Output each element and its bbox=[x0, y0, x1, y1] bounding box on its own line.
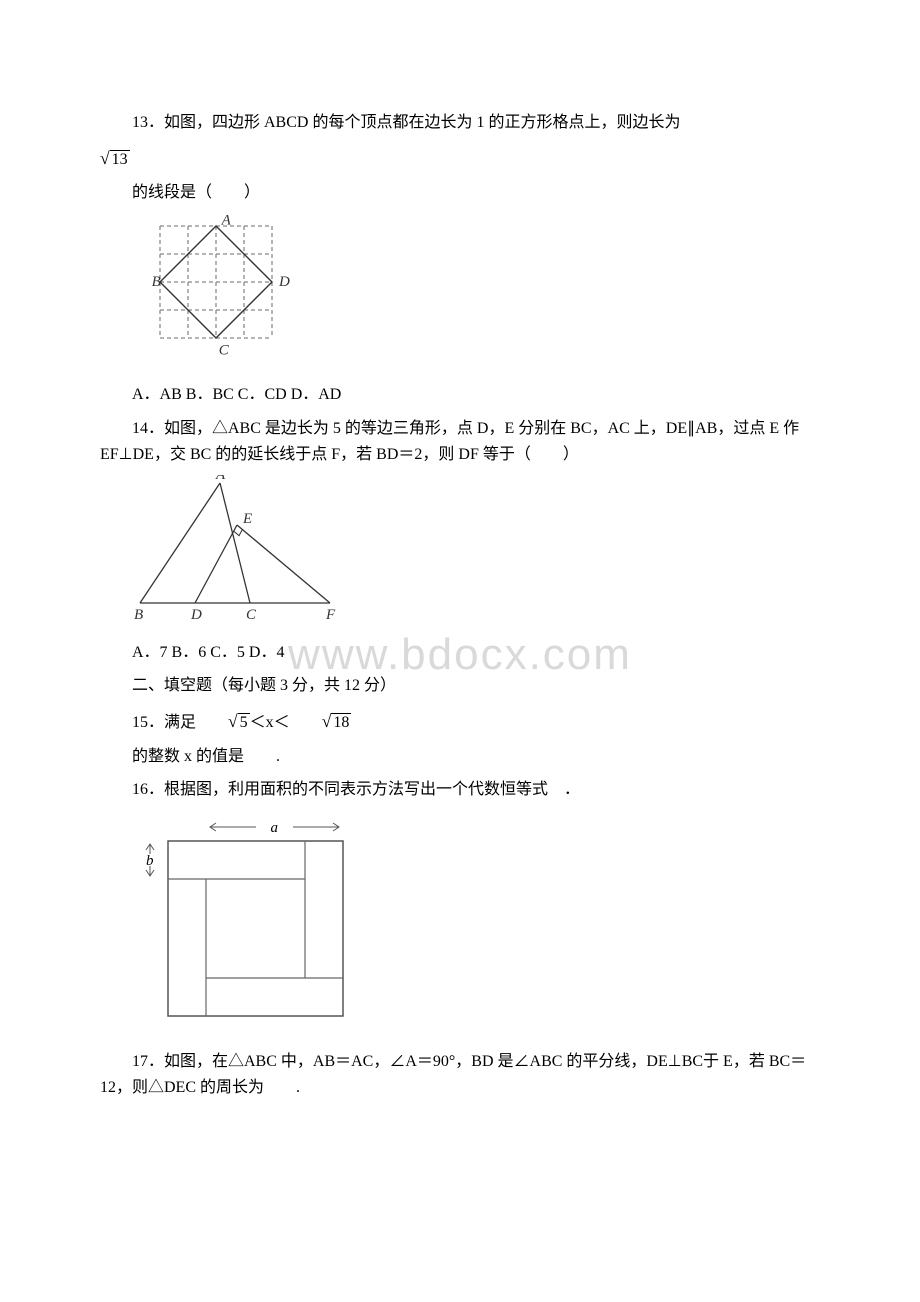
q13-line1: 13．如图，四边形 ABCD 的每个顶点都在边长为 1 的正方形格点上，则边长为 bbox=[100, 110, 820, 136]
q13-options: A．AB B．BC C．CD D．AD bbox=[100, 382, 820, 408]
q14-text: 14．如图，△ABC 是边长为 5 的等边三角形，点 D，E 分别在 BC，AC… bbox=[100, 416, 820, 467]
q16-text: 16．根据图，利用面积的不同表示方法写出一个代数恒等式 ． bbox=[100, 777, 820, 803]
q14-svg: A B C D E F bbox=[130, 475, 340, 625]
document-content: 13．如图，四边形 ABCD 的每个顶点都在边长为 1 的正方形格点上，则边长为… bbox=[100, 110, 820, 1101]
svg-text:b: b bbox=[146, 853, 154, 869]
section2-title: 二、填空题（每小题 3 分，共 12 分） bbox=[100, 673, 820, 699]
q15-lt: ＜x＜ bbox=[250, 714, 290, 731]
q13-svg: A B C D bbox=[140, 214, 300, 364]
svg-text:A: A bbox=[221, 214, 232, 228]
sqrt-18-val: 18 bbox=[331, 713, 351, 731]
sqrt-5: 5 bbox=[196, 707, 250, 736]
q15-prefix: 15．满足 bbox=[132, 714, 196, 731]
svg-text:a: a bbox=[271, 820, 279, 836]
q13-line2: 的线段是（ ） bbox=[100, 180, 820, 206]
sqrt-13-val: 13 bbox=[110, 150, 130, 168]
sqrt-5-val: 5 bbox=[238, 713, 250, 731]
svg-text:F: F bbox=[325, 607, 336, 623]
svg-text:D: D bbox=[278, 274, 290, 290]
q16-figure: ab bbox=[130, 811, 820, 1040]
sqrt-18: 18 bbox=[290, 707, 352, 736]
q14-options: A．7 B．6 C．5 D．4 bbox=[100, 640, 820, 666]
svg-text:E: E bbox=[242, 511, 252, 527]
q15-line2: 的整数 x 的值是 . bbox=[100, 744, 820, 770]
q16-svg: ab bbox=[130, 811, 360, 1031]
svg-text:C: C bbox=[219, 342, 230, 358]
q15-line1: 15．满足 5＜x＜ 18 bbox=[100, 707, 820, 736]
svg-text:C: C bbox=[246, 607, 257, 623]
svg-text:D: D bbox=[190, 607, 202, 623]
svg-text:A: A bbox=[215, 475, 226, 483]
q13-prefix: 13．如图，四边形 ABCD 的每个顶点都在边长为 1 的正方形格点上，则边长为 bbox=[132, 114, 680, 131]
svg-text:B: B bbox=[152, 274, 161, 290]
q13-sqrt-line: 13 bbox=[100, 144, 820, 173]
sqrt-13: 13 bbox=[100, 144, 130, 173]
q14-figure: A B C D E F bbox=[130, 475, 820, 634]
q13-figure: A B C D bbox=[140, 214, 820, 373]
svg-text:B: B bbox=[134, 607, 143, 623]
q17-text: 17．如图，在△ABC 中，AB＝AC，∠A＝90°，BD 是∠ABC 的平分线… bbox=[100, 1049, 820, 1100]
